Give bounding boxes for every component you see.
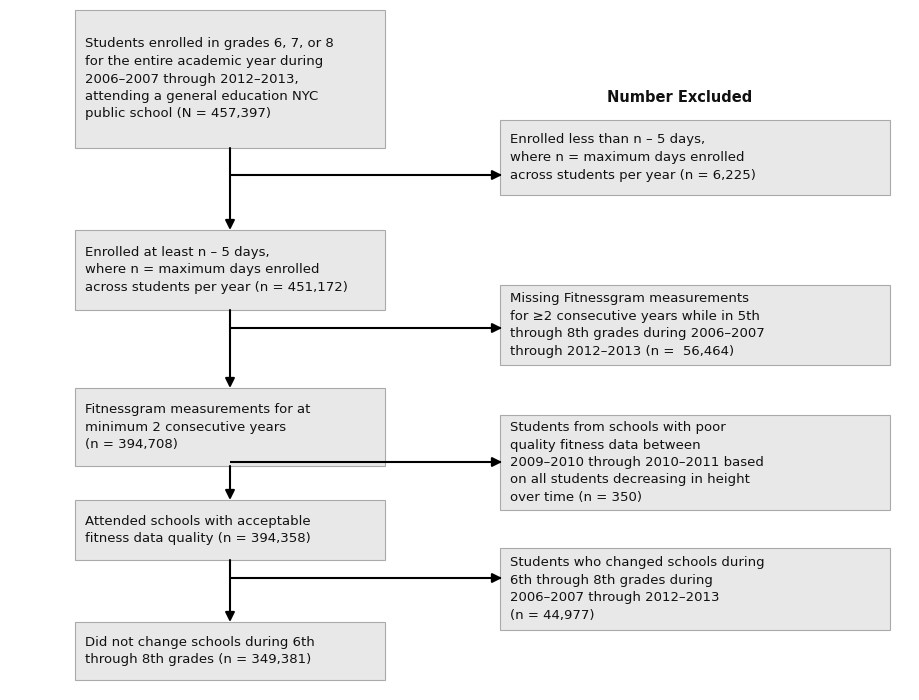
FancyBboxPatch shape: [499, 548, 889, 630]
FancyBboxPatch shape: [75, 622, 384, 680]
Text: Students from schools with poor
quality fitness data between
2009–2010 through 2: Students from schools with poor quality …: [509, 421, 763, 504]
Text: Fitnessgram measurements for at
minimum 2 consecutive years
(n = 394,708): Fitnessgram measurements for at minimum …: [85, 403, 310, 451]
Text: Students who changed schools during
6th through 8th grades during
2006–2007 thro: Students who changed schools during 6th …: [509, 556, 764, 622]
FancyBboxPatch shape: [75, 10, 384, 148]
Text: Attended schools with acceptable
fitness data quality (n = 394,358): Attended schools with acceptable fitness…: [85, 514, 311, 545]
FancyBboxPatch shape: [75, 500, 384, 560]
Text: Enrolled at least n – 5 days,
where n = maximum days enrolled
across students pe: Enrolled at least n – 5 days, where n = …: [85, 246, 347, 294]
FancyBboxPatch shape: [75, 388, 384, 466]
Text: Missing Fitnessgram measurements
for ≥2 consecutive years while in 5th
through 8: Missing Fitnessgram measurements for ≥2 …: [509, 293, 764, 358]
Text: Did not change schools during 6th
through 8th grades (n = 349,381): Did not change schools during 6th throug…: [85, 636, 314, 666]
FancyBboxPatch shape: [499, 415, 889, 510]
Text: Enrolled less than n – 5 days,
where n = maximum days enrolled
across students p: Enrolled less than n – 5 days, where n =…: [509, 134, 755, 181]
FancyBboxPatch shape: [499, 120, 889, 195]
FancyBboxPatch shape: [499, 285, 889, 365]
Text: Students enrolled in grades 6, 7, or 8
for the entire academic year during
2006–: Students enrolled in grades 6, 7, or 8 f…: [85, 38, 334, 120]
FancyBboxPatch shape: [75, 230, 384, 310]
Text: Number Excluded: Number Excluded: [607, 90, 752, 106]
